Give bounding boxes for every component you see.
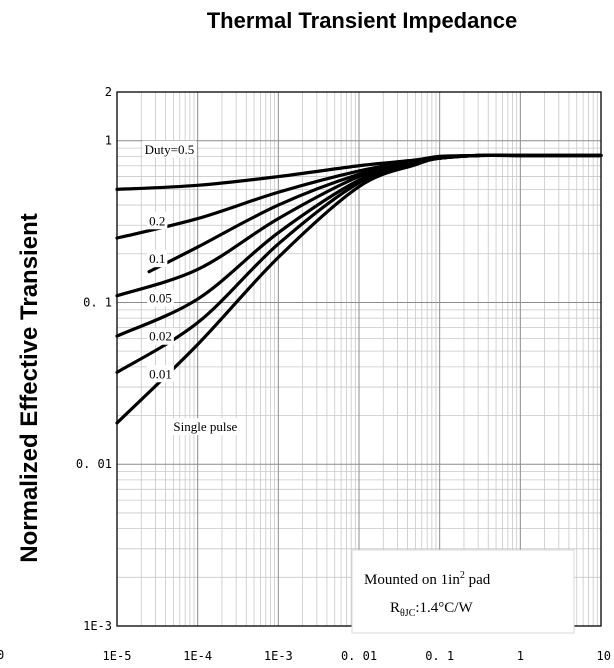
duty-curves: [115, 153, 603, 425]
curve-label: 0.02: [149, 329, 172, 344]
annotation-pad-text: pad: [465, 572, 491, 588]
curve-label-background: [147, 365, 174, 383]
curve-labels: Duty=0.5 0.2 0.1 0.05 0.02 0.01 Single pulse: [142, 140, 240, 436]
curve-label-background: [147, 212, 168, 230]
clipped-tick-label: 0: [0, 648, 4, 662]
x-tick-label: 1E-5: [103, 649, 132, 663]
curve-label: Single pulse: [173, 419, 237, 434]
x-tick-label: 1E-4: [183, 649, 212, 663]
annotation-line-1: Mounted on 1in2 pad: [364, 570, 491, 588]
y-axis-label: Normalized Effective Transient: [16, 213, 43, 562]
annotation-background: [351, 549, 575, 634]
curve-label: 0.2: [149, 213, 165, 228]
annotation-line-2: RθJC:1.4°C/W: [390, 600, 473, 619]
x-tick-label: 0. 1: [425, 649, 454, 663]
x-tick-label: 1: [517, 649, 524, 663]
curve-label: 0.05: [149, 290, 172, 305]
x-tick-labels: 1E-5 1E-4 1E-3 0. 01 0. 1 1 10: [103, 649, 611, 663]
y-tick-label: 2: [105, 85, 112, 99]
curve-label: Duty=0.5: [145, 142, 195, 157]
curve-label-background: [147, 289, 174, 307]
y-tick-label: 1: [105, 134, 112, 148]
annotation-subscript: θJC: [400, 608, 416, 619]
y-tick-label: 0. 01: [76, 457, 112, 471]
curve-single-pulse: [115, 153, 603, 425]
curve-label-background: [147, 250, 168, 268]
y-tick-label: 0. 1: [83, 295, 112, 309]
annotation-resistance-value: :1.4°C/W: [415, 600, 473, 616]
annotation-mounted-text: Mounted on 1in: [364, 572, 460, 588]
annotation-box: Mounted on 1in2 pad RθJC:1.4°C/W: [351, 549, 575, 634]
annotation-r-text: R: [390, 600, 400, 616]
y-tick-labels: 2 1 0. 1 0. 01 1E-3: [76, 85, 112, 633]
curve-label: 0.01: [149, 366, 172, 381]
y-tick-label: 1E-3: [83, 619, 112, 633]
x-tick-label: 10: [597, 649, 611, 663]
chart-title: Thermal Transient Impedance: [207, 8, 518, 33]
curve-label: 0.1: [149, 251, 165, 266]
curve-label-background: [142, 140, 197, 158]
curve-label-background: [147, 327, 174, 345]
annotation-superscript: 2: [460, 570, 465, 581]
curve-label-background: [171, 418, 240, 436]
x-tick-label: 1E-3: [264, 649, 293, 663]
x-tick-label: 0. 01: [341, 649, 377, 663]
